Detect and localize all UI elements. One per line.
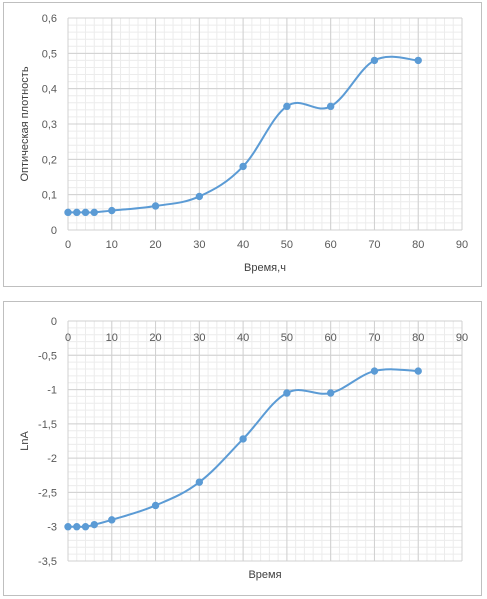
y-tick-label: 0,4 — [42, 84, 57, 96]
x-tick-label: 50 — [281, 332, 293, 344]
data-point — [326, 102, 335, 111]
y-tick-label: 0,3 — [42, 119, 57, 131]
y-tick-label: -2 — [47, 453, 57, 465]
data-point — [151, 501, 160, 510]
data-point — [64, 523, 72, 531]
data-point — [73, 208, 81, 217]
x-tick-label: 20 — [149, 332, 161, 344]
x-tick-label: 70 — [368, 332, 380, 344]
data-point — [108, 206, 116, 215]
x-tick-label: 80 — [412, 239, 424, 251]
data-point — [81, 208, 90, 217]
data-point — [414, 56, 422, 65]
y-tick-label: -1,5 — [38, 419, 57, 431]
data-point — [239, 435, 247, 443]
data-point — [90, 520, 98, 529]
data-point — [370, 367, 379, 375]
x-axis-label: Время,ч — [244, 262, 286, 274]
chart-panel-lna: 0 10 20 30 40 50 60 70 80 90 0 -0,5 -1 -1,5 -2 -2,5 -3 -3… — [3, 301, 482, 596]
y-tick-label: 0,6 — [42, 13, 57, 25]
data-point — [64, 208, 72, 217]
y-tick-label: 0,2 — [42, 154, 57, 166]
data-point — [151, 202, 160, 210]
y-tick-label: -3 — [47, 522, 57, 534]
y-tick-label: 0 — [51, 316, 57, 328]
x-tick-label: 0 — [65, 239, 71, 251]
data-point — [283, 102, 291, 111]
data-point — [239, 162, 247, 171]
y-tick-label: -2,5 — [38, 487, 57, 499]
chart-panel-optical-density: 0 10 20 30 40 50 60 70 80 90 0 0,1 0,2 0,3 0,4 0,5 0,6 Вр… — [3, 2, 482, 287]
x-tick-label: 0 — [65, 332, 71, 344]
x-tick-label: 50 — [281, 239, 293, 251]
y-tick-label: 0,5 — [42, 48, 57, 60]
x-tick-label: 10 — [106, 332, 118, 344]
data-point — [195, 192, 204, 201]
data-point — [195, 478, 204, 486]
x-tick-label: 90 — [456, 332, 468, 344]
y-tick-label: 0,1 — [42, 190, 57, 202]
y-axis-label: Оптическая плотность — [19, 66, 31, 181]
data-point — [283, 389, 291, 397]
lna-chart: 0 10 20 30 40 50 60 70 80 90 0 -0,5 -1 -1,5 -2 -2,5 -3 -3… — [19, 316, 468, 581]
data-point — [370, 56, 379, 65]
x-tick-label: 40 — [237, 332, 249, 344]
data-point — [326, 389, 335, 397]
data-point — [81, 523, 90, 531]
x-tick-label: 30 — [193, 332, 205, 344]
x-tick-label: 60 — [325, 332, 337, 344]
x-tick-label: 60 — [325, 239, 337, 251]
data-point — [414, 367, 422, 375]
data-point — [73, 523, 81, 531]
y-axis-label: LnA — [19, 431, 31, 451]
x-tick-label: 30 — [193, 239, 205, 251]
y-tick-label: -0,5 — [38, 350, 57, 362]
x-tick-label: 90 — [456, 239, 468, 251]
x-tick-label: 70 — [368, 239, 380, 251]
x-tick-label: 40 — [237, 239, 249, 251]
data-point — [90, 208, 98, 217]
x-axis-label: Время — [248, 569, 281, 581]
y-tick-label: -1 — [47, 385, 57, 397]
x-tick-label: 20 — [149, 239, 161, 251]
y-tick-label: 0 — [51, 225, 57, 237]
x-tick-label: 80 — [412, 332, 424, 344]
y-tick-label: -3,5 — [38, 556, 57, 568]
optical-density-chart: 0 10 20 30 40 50 60 70 80 90 0 0,1 0,2 0,3 0,4 0,5 0,6 Вр… — [19, 13, 468, 274]
data-point — [108, 516, 116, 524]
x-tick-label: 10 — [106, 239, 118, 251]
